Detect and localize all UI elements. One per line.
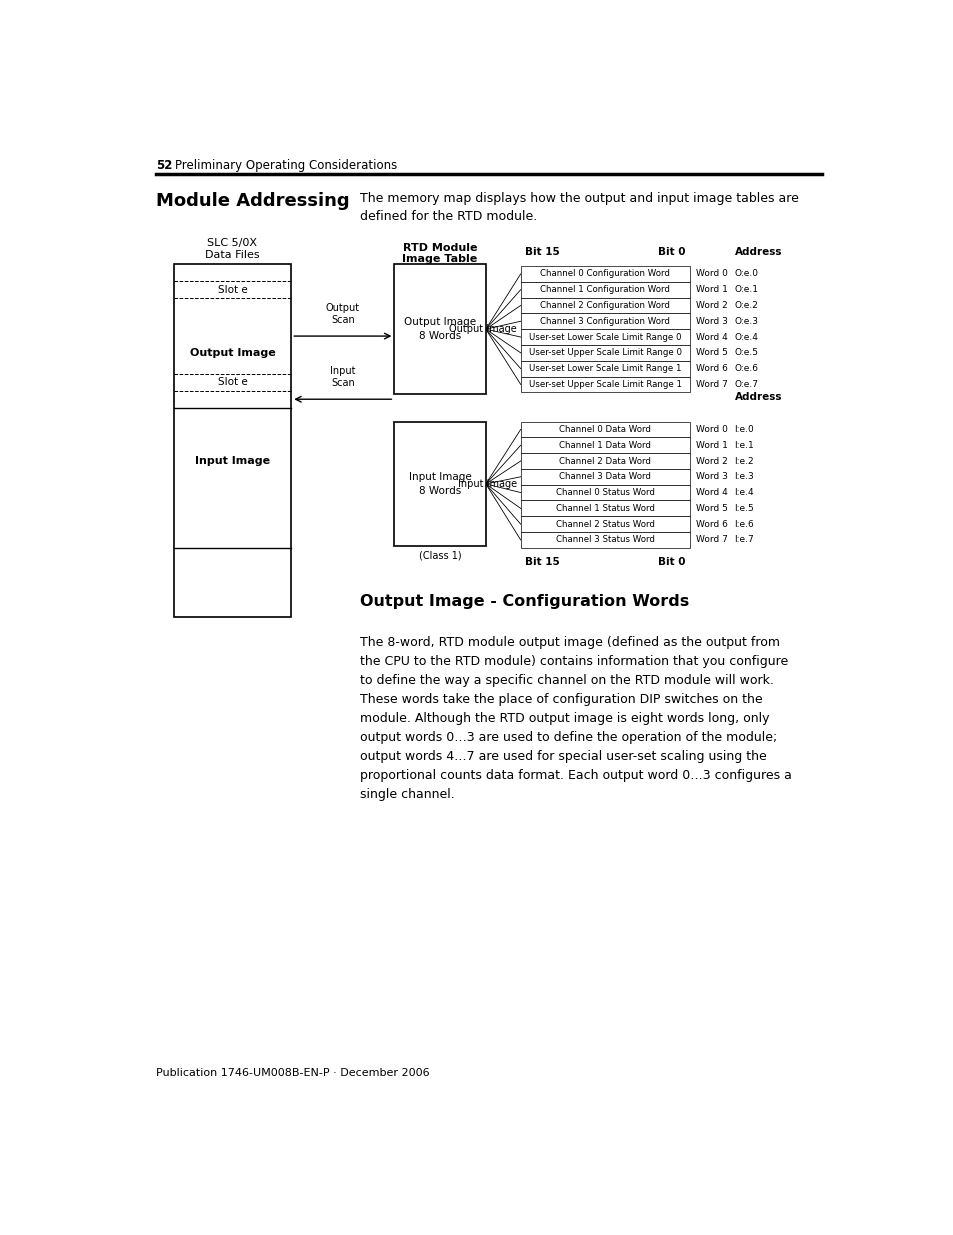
Text: Word 0: Word 0 — [695, 425, 727, 433]
Text: Word 7: Word 7 — [695, 536, 727, 545]
Bar — [520, 437, 689, 453]
Bar — [520, 421, 689, 437]
Text: Word 6: Word 6 — [695, 364, 727, 373]
Text: Word 5: Word 5 — [695, 348, 727, 357]
Text: I:e.1: I:e.1 — [734, 441, 754, 450]
Text: Channel 1 Configuration Word: Channel 1 Configuration Word — [539, 285, 669, 294]
Text: Channel 3 Data Word: Channel 3 Data Word — [558, 472, 651, 482]
Text: Word 5: Word 5 — [695, 504, 727, 513]
Text: Bit 15: Bit 15 — [524, 247, 558, 257]
Text: User-set Upper Scale Limit Range 1: User-set Upper Scale Limit Range 1 — [528, 380, 681, 389]
Text: Output Image - Configuration Words: Output Image - Configuration Words — [359, 594, 688, 609]
Text: Channel 3 Configuration Word: Channel 3 Configuration Word — [539, 316, 669, 326]
Text: Output Image: Output Image — [449, 324, 517, 335]
Text: Preliminary Operating Considerations: Preliminary Operating Considerations — [174, 159, 396, 173]
Text: Input
Scan: Input Scan — [330, 366, 355, 389]
Bar — [173, 264, 291, 618]
Text: Channel 3 Status Word: Channel 3 Status Word — [556, 536, 654, 545]
Text: Bit 0: Bit 0 — [658, 557, 685, 567]
Text: Publication 1746-UM008B-EN-P · December 2006: Publication 1746-UM008B-EN-P · December … — [155, 1067, 429, 1078]
Text: Data Files: Data Files — [205, 249, 259, 259]
Text: The memory map displays how the output and input image tables are
defined for th: The memory map displays how the output a… — [359, 193, 798, 224]
Text: Channel 2 Configuration Word: Channel 2 Configuration Word — [539, 301, 669, 310]
Text: I:e.0: I:e.0 — [734, 425, 754, 433]
Text: Address: Address — [734, 393, 781, 403]
Bar — [520, 345, 689, 361]
Text: O:e.7: O:e.7 — [734, 380, 758, 389]
Text: O:e.1: O:e.1 — [734, 285, 758, 294]
Text: Word 7: Word 7 — [695, 380, 727, 389]
Text: I:e.6: I:e.6 — [734, 520, 754, 529]
Bar — [520, 330, 689, 345]
Bar — [520, 361, 689, 377]
Text: Word 4: Word 4 — [695, 488, 727, 496]
Text: Channel 2 Data Word: Channel 2 Data Word — [558, 457, 651, 466]
Text: Word 1: Word 1 — [695, 441, 727, 450]
Text: SLC 5/0X: SLC 5/0X — [207, 237, 257, 247]
Bar — [394, 421, 485, 546]
Text: Bit 0: Bit 0 — [658, 247, 685, 257]
Text: O:e.3: O:e.3 — [734, 316, 758, 326]
Text: Channel 1 Data Word: Channel 1 Data Word — [558, 441, 651, 450]
Text: O:e.0: O:e.0 — [734, 269, 758, 278]
Text: Address: Address — [734, 247, 781, 257]
Text: RTD Module: RTD Module — [402, 243, 476, 253]
Bar — [520, 314, 689, 330]
Text: Channel 0 Configuration Word: Channel 0 Configuration Word — [539, 269, 669, 278]
Text: O:e.4: O:e.4 — [734, 332, 758, 342]
Text: Input Image
8 Words: Input Image 8 Words — [408, 472, 471, 496]
Text: 52: 52 — [155, 159, 172, 173]
Bar — [520, 484, 689, 500]
Text: Output Image
8 Words: Output Image 8 Words — [404, 317, 476, 341]
Text: I:e.7: I:e.7 — [734, 536, 754, 545]
Bar — [520, 469, 689, 484]
Text: O:e.5: O:e.5 — [734, 348, 758, 357]
Text: Output Image: Output Image — [190, 348, 275, 358]
Bar — [520, 453, 689, 469]
Text: Image Table: Image Table — [402, 254, 477, 264]
Text: I:e.4: I:e.4 — [734, 488, 754, 496]
Bar — [520, 500, 689, 516]
Text: O:e.6: O:e.6 — [734, 364, 758, 373]
Text: Word 2: Word 2 — [695, 301, 727, 310]
Text: Input Image: Input Image — [194, 456, 270, 466]
Text: Slot e: Slot e — [217, 285, 247, 295]
Text: I:e.5: I:e.5 — [734, 504, 754, 513]
Text: User-set Lower Scale Limit Range 0: User-set Lower Scale Limit Range 0 — [528, 332, 680, 342]
Text: Input Image: Input Image — [457, 479, 517, 489]
Text: Slot e: Slot e — [217, 377, 247, 388]
Text: The 8-word, RTD module output image (defined as the output from
the CPU to the R: The 8-word, RTD module output image (def… — [359, 636, 791, 802]
Bar — [520, 282, 689, 298]
Text: Word 4: Word 4 — [695, 332, 727, 342]
Text: O:e.2: O:e.2 — [734, 301, 758, 310]
Bar — [520, 377, 689, 393]
Text: Word 0: Word 0 — [695, 269, 727, 278]
Text: Module Addressing: Module Addressing — [155, 193, 349, 210]
Text: Channel 1 Status Word: Channel 1 Status Word — [556, 504, 654, 513]
Bar — [520, 298, 689, 314]
Text: Channel 0 Data Word: Channel 0 Data Word — [558, 425, 651, 433]
Bar — [520, 516, 689, 532]
Text: Word 1: Word 1 — [695, 285, 727, 294]
Text: Channel 0 Status Word: Channel 0 Status Word — [556, 488, 654, 496]
Text: Word 2: Word 2 — [695, 457, 727, 466]
Bar — [520, 532, 689, 548]
Text: Channel 2 Status Word: Channel 2 Status Word — [556, 520, 654, 529]
Text: Bit 15: Bit 15 — [524, 557, 558, 567]
Text: I:e.3: I:e.3 — [734, 472, 754, 482]
Text: I:e.2: I:e.2 — [734, 457, 754, 466]
Text: Word 3: Word 3 — [695, 316, 727, 326]
Text: Word 6: Word 6 — [695, 520, 727, 529]
Bar — [520, 266, 689, 282]
Text: Output
Scan: Output Scan — [325, 303, 359, 325]
Text: (Class 1): (Class 1) — [418, 550, 461, 561]
Text: User-set Lower Scale Limit Range 1: User-set Lower Scale Limit Range 1 — [528, 364, 680, 373]
Text: Word 3: Word 3 — [695, 472, 727, 482]
Bar — [394, 264, 485, 394]
Text: User-set Upper Scale Limit Range 0: User-set Upper Scale Limit Range 0 — [528, 348, 681, 357]
